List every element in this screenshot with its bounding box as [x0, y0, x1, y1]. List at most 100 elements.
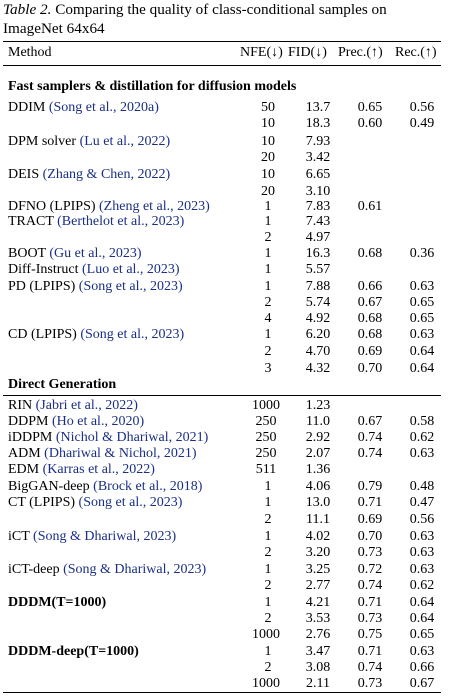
fid-cell: 2.11 [306, 676, 330, 691]
nfe-cell: 250 [255, 446, 277, 461]
header-method: Method [8, 45, 52, 60]
method-name: DFNO (LPIPS) [8, 199, 100, 214]
citation-link[interactable]: (Lu et al., 2022) [79, 134, 171, 149]
method-cell: TRACT (Berthelot et al., 2023) [8, 214, 184, 230]
prec-cell: 0.79 [357, 479, 383, 494]
fid-cell: 1.36 [305, 462, 331, 477]
citation-link[interactable]: (Song et al., 2023) [78, 279, 183, 294]
prec-cell: 0.60 [357, 116, 383, 131]
fid-cell: 5.57 [305, 262, 331, 277]
rec-cell: 0.65 [409, 311, 435, 326]
nfe-cell: 2 [264, 295, 272, 310]
citation-link[interactable]: (Zhang & Chen, 2022) [42, 167, 171, 182]
fid-cell: 2.92 [305, 430, 331, 445]
header-nfe: NFE(↓) [240, 45, 283, 60]
nfe-cell: 1 [264, 246, 272, 261]
rec-cell: 0.64 [409, 611, 435, 626]
method-cell: iDDPM (Nichol & Dhariwal, 2021) [8, 430, 208, 446]
nfe-cell: 20 [261, 150, 275, 165]
citation-link[interactable]: (Song et al., 2020a) [48, 100, 159, 115]
top-rule [3, 41, 441, 43]
method-cell: EDM (Karras et al., 2022) [8, 462, 155, 478]
prec-cell: 0.73 [357, 611, 383, 626]
prec-cell: 0.72 [357, 562, 383, 577]
section-title: Direct Generation [8, 377, 117, 392]
fid-cell: 4.06 [305, 479, 331, 494]
method-cell: DDDM(T=1000) [8, 595, 106, 611]
fid-cell: 4.70 [305, 344, 331, 359]
citation-link[interactable]: (Gu et al., 2023) [49, 246, 142, 261]
fid-cell: 3.20 [305, 545, 331, 560]
prec-cell: 0.67 [357, 414, 383, 429]
citation-link[interactable]: (Luo et al., 2023) [82, 262, 180, 277]
fid-cell: 18.3 [305, 116, 331, 131]
caption-text: Comparing the quality of class-condition… [3, 1, 387, 37]
method-name: ADM [8, 446, 45, 461]
nfe-cell: 2 [264, 660, 272, 675]
nfe-cell: 1 [264, 279, 272, 294]
fid-cell: 3.25 [305, 562, 331, 577]
fid-cell: 6.20 [305, 327, 331, 342]
citation-link[interactable]: (Song & Dhariwal, 2023) [63, 562, 207, 577]
method-cell: CD (LPIPS) (Song et al., 2023) [8, 327, 184, 343]
method-name: CT (LPIPS) [8, 495, 79, 510]
nfe-cell: 10 [261, 167, 275, 182]
rec-cell: 0.65 [409, 295, 435, 310]
nfe-cell: 1 [264, 562, 272, 577]
citation-link[interactable]: (Dhariwal & Nichol, 2021) [44, 446, 197, 461]
method-cell: DFNO (LPIPS) (Zheng et al., 2023) [8, 199, 210, 215]
method-name: TRACT [8, 214, 58, 229]
prec-cell: 0.74 [357, 446, 383, 461]
nfe-cell: 1 [264, 479, 272, 494]
prec-cell: 0.73 [357, 545, 383, 560]
nfe-cell: 1 [264, 495, 272, 510]
citation-link[interactable]: (Jabri et al., 2022) [35, 398, 138, 413]
fid-cell: 2.76 [305, 627, 331, 642]
nfe-cell: 2 [264, 611, 272, 626]
rec-cell: 0.47 [409, 495, 435, 510]
method-name: iDDPM [8, 430, 56, 445]
nfe-cell: 2 [264, 512, 272, 527]
citation-link[interactable]: (Nichol & Dhariwal, 2021) [55, 430, 209, 445]
caption-label: Table 2. [3, 1, 52, 18]
rec-cell: 0.66 [409, 660, 435, 675]
citation-link[interactable]: (Song et al., 2023) [78, 495, 183, 510]
fid-cell: 13.7 [305, 100, 331, 115]
fid-cell: 7.93 [305, 134, 331, 149]
nfe-cell: 250 [255, 430, 277, 445]
prec-cell: 0.68 [357, 311, 383, 326]
rec-cell: 0.63 [409, 529, 435, 544]
method-name: DDDM(T=1000) [8, 595, 107, 610]
citation-link[interactable]: (Berthelot et al., 2023) [57, 214, 185, 229]
citation-link[interactable]: (Song et al., 2023) [80, 327, 185, 342]
method-name: DDPM [8, 414, 52, 429]
method-name: PD (LPIPS) [8, 279, 79, 294]
prec-cell: 0.68 [357, 246, 383, 261]
bottom-rule [3, 692, 441, 694]
citation-link[interactable]: (Brock et al., 2018) [93, 479, 203, 494]
prec-cell: 0.74 [357, 660, 383, 675]
nfe-cell: 1 [264, 644, 272, 659]
nfe-cell: 1 [264, 262, 272, 277]
method-name: iCT-deep [8, 562, 64, 577]
prec-cell: 0.71 [357, 495, 383, 510]
rec-cell: 0.56 [409, 100, 435, 115]
nfe-cell: 2 [264, 344, 272, 359]
fid-cell: 16.3 [305, 246, 331, 261]
citation-link[interactable]: (Song & Dhariwal, 2023) [33, 529, 177, 544]
method-cell: DEIS (Zhang & Chen, 2022) [8, 167, 170, 183]
nfe-cell: 1000 [252, 398, 280, 413]
header-rec: Rec.(↑) [395, 45, 437, 60]
nfe-cell: 2 [264, 578, 272, 593]
fid-cell: 3.42 [305, 150, 331, 165]
fid-cell: 4.32 [305, 361, 331, 376]
citation-link[interactable]: (Karras et al., 2022) [42, 462, 155, 477]
method-name: BOOT [8, 246, 50, 261]
citation-link[interactable]: (Ho et al., 2020) [51, 414, 145, 429]
nfe-cell: 1 [264, 327, 272, 342]
section-rule [3, 395, 441, 396]
prec-cell: 0.75 [357, 627, 383, 642]
nfe-cell: 1 [264, 214, 272, 229]
citation-link[interactable]: (Zheng et al., 2023) [99, 199, 210, 214]
rec-cell: 0.63 [409, 644, 435, 659]
